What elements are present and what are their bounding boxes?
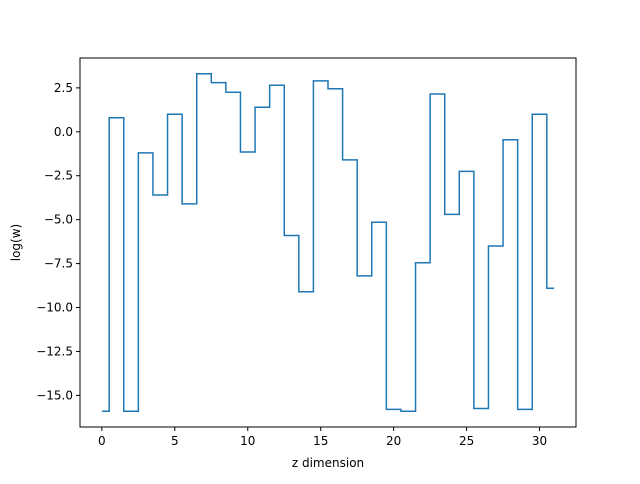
- y-axis: 2.5 0.0 −2.5 −5.0 −7.5 −10.0 −12.5 −15.0: [36, 81, 80, 402]
- x-axis: 0 5 10 15 20 25 30: [98, 427, 547, 448]
- x-tick-label: 0: [98, 434, 106, 448]
- plot-area: [79, 57, 577, 428]
- x-tick-label: 25: [459, 434, 474, 448]
- y-tick-label: −10.0: [36, 301, 73, 315]
- x-tick-label: 15: [313, 434, 328, 448]
- x-axis-label: z dimension: [292, 456, 364, 470]
- x-tick-label: 5: [171, 434, 179, 448]
- y-axis-label: log(w): [9, 224, 23, 261]
- x-tick-label: 30: [532, 434, 547, 448]
- series-line: [101, 73, 555, 412]
- y-tick-label: −2.5: [44, 169, 73, 183]
- y-tick-label: −12.5: [36, 344, 73, 358]
- axes-frame: [79, 57, 577, 428]
- y-tick-label: −15.0: [36, 388, 73, 402]
- y-tick-label: −5.0: [44, 213, 73, 227]
- x-tick-label: 20: [386, 434, 401, 448]
- y-tick-label: −7.5: [44, 257, 73, 271]
- y-tick-label: 0.0: [54, 125, 73, 139]
- x-tick-label: 10: [240, 434, 255, 448]
- y-tick-label: 2.5: [54, 81, 73, 95]
